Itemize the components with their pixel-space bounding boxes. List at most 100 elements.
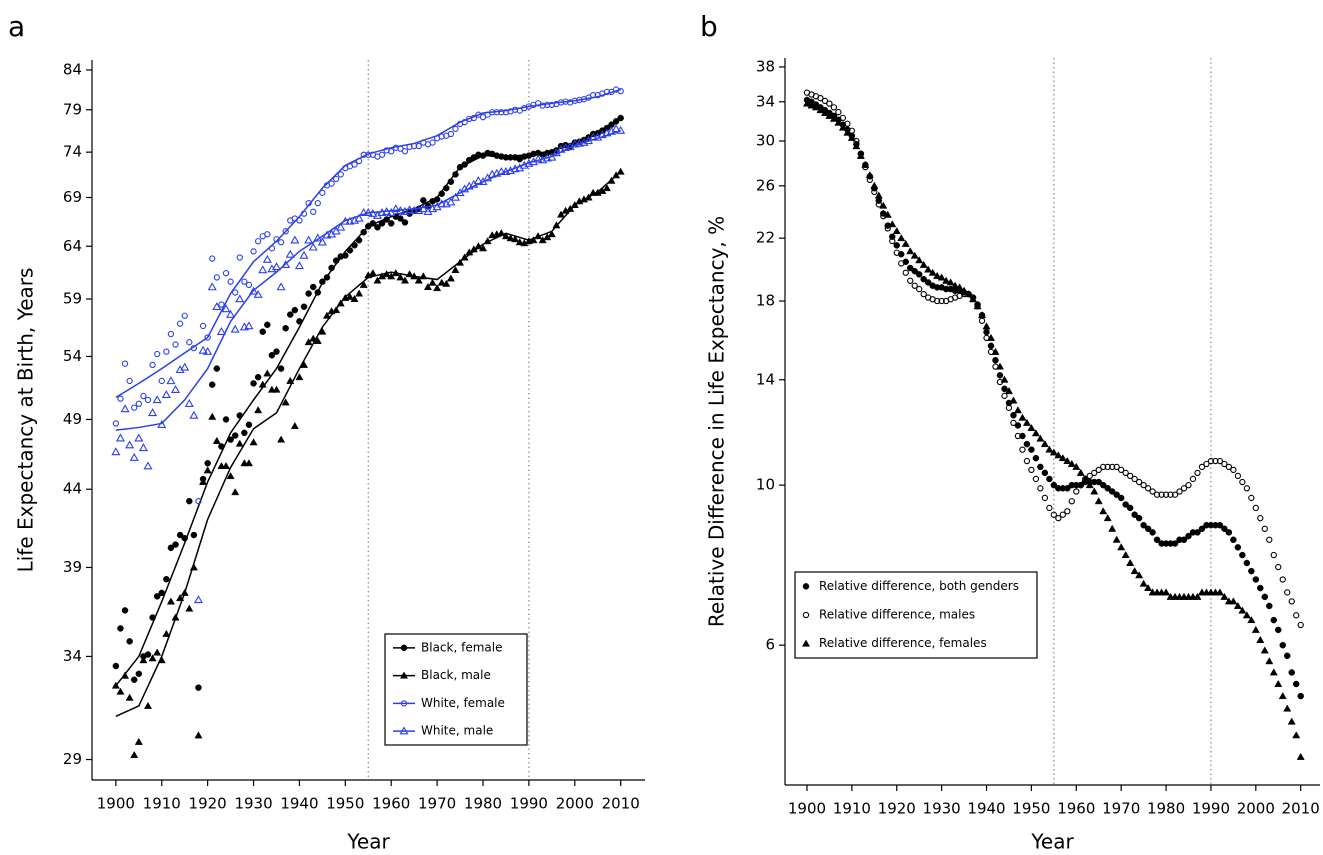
data-point — [294, 261, 304, 270]
data-point — [1189, 475, 1197, 483]
data-point — [1117, 494, 1125, 502]
data-point — [1135, 571, 1144, 579]
data-point — [190, 531, 198, 539]
data-point — [176, 531, 184, 539]
data-point — [1001, 392, 1008, 399]
x-tick-label: 1950 — [1012, 800, 1050, 818]
data-point — [474, 242, 483, 250]
data-point — [1113, 491, 1120, 498]
data-point — [433, 196, 441, 203]
data-point — [852, 142, 861, 150]
data-point — [264, 321, 271, 329]
data-point — [167, 544, 175, 552]
data-point — [319, 189, 326, 196]
data-point — [928, 268, 937, 276]
data-point — [314, 200, 321, 207]
data-point — [946, 278, 955, 286]
data-point — [1037, 485, 1044, 492]
data-point — [603, 124, 611, 132]
data-point — [1046, 504, 1053, 512]
data-point — [414, 276, 423, 284]
y-tick-label: 18 — [756, 292, 775, 310]
data-point — [423, 282, 432, 291]
data-point — [342, 252, 349, 259]
data-point — [176, 320, 184, 327]
data-point — [1153, 491, 1161, 498]
data-point — [143, 701, 153, 709]
data-point — [158, 377, 165, 385]
data-point — [443, 184, 450, 192]
data-point — [359, 280, 368, 288]
data-point — [1287, 717, 1296, 725]
data-point — [285, 249, 295, 258]
data-point — [1058, 454, 1067, 462]
data-point — [584, 193, 593, 201]
data-point — [955, 283, 964, 291]
data-point — [861, 160, 870, 168]
data-point — [916, 285, 923, 293]
data-point — [336, 222, 346, 231]
data-point — [1266, 602, 1273, 610]
data-point — [112, 420, 120, 427]
data-point — [1126, 558, 1135, 566]
data-point — [969, 295, 978, 303]
data-point — [617, 114, 624, 122]
data-point — [501, 232, 510, 240]
data-point — [907, 277, 914, 284]
data-point — [1103, 514, 1112, 522]
data-point — [1256, 635, 1265, 643]
data-point — [317, 237, 327, 246]
data-point — [374, 224, 381, 231]
data-point — [148, 408, 158, 417]
data-point — [1215, 588, 1224, 596]
data-point — [1279, 576, 1286, 583]
data-point — [281, 260, 291, 269]
data-point — [254, 238, 262, 245]
data-point — [258, 265, 268, 274]
data-point — [154, 350, 161, 358]
data-point — [1275, 563, 1282, 571]
data-point — [1104, 463, 1111, 471]
data-point — [388, 148, 395, 155]
data-point — [1158, 491, 1165, 498]
data-point — [1019, 432, 1026, 440]
data-point — [978, 317, 986, 324]
data-point — [253, 289, 263, 298]
data-point — [332, 257, 340, 264]
data-point — [460, 253, 469, 261]
data-point — [290, 421, 299, 430]
data-point — [161, 390, 171, 399]
data-point — [865, 171, 874, 179]
data-point — [829, 114, 838, 122]
data-point — [843, 128, 852, 136]
data-point — [807, 101, 816, 109]
data-point — [167, 330, 175, 338]
data-point — [1090, 487, 1099, 495]
data-point — [484, 111, 491, 118]
data-point — [360, 229, 367, 236]
data-point — [889, 233, 896, 240]
data-point — [144, 396, 152, 404]
data-point — [906, 264, 914, 272]
data-point — [397, 145, 404, 152]
data-point — [446, 197, 456, 206]
data-point — [244, 321, 254, 330]
trend-line — [115, 171, 622, 717]
data-point — [369, 220, 377, 227]
data-point — [566, 204, 575, 212]
data-point — [607, 176, 616, 184]
data-point — [446, 274, 455, 282]
data-point — [802, 99, 812, 107]
data-point — [1185, 532, 1192, 540]
data-point — [511, 235, 520, 243]
data-point — [964, 290, 973, 298]
data-point — [186, 497, 193, 505]
data-point — [452, 125, 459, 133]
data-point — [268, 351, 276, 359]
y-tick-label: 69 — [63, 188, 82, 206]
x-tick-label: 1910 — [833, 800, 871, 818]
data-point — [409, 206, 419, 215]
data-point — [277, 365, 285, 372]
data-point — [245, 281, 253, 289]
